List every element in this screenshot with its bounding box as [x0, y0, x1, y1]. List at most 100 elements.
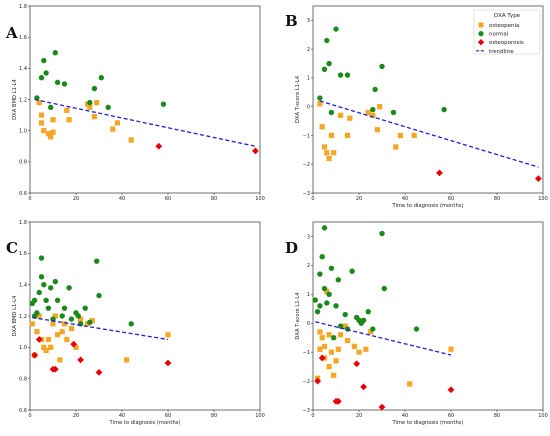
plot-frame	[312, 221, 544, 411]
osteopenia-point	[52, 313, 58, 319]
y-tick-label: 0	[307, 321, 310, 327]
plot-frame	[29, 221, 261, 411]
osteopenia-point	[367, 329, 374, 335]
normal-point	[319, 254, 325, 260]
osteoporosis-point	[535, 175, 542, 183]
osteopenia-point	[64, 107, 70, 114]
x-tick-label: 80	[494, 413, 500, 419]
y-tick-label: 1.6	[19, 251, 27, 257]
osteopenia-point	[351, 343, 357, 349]
normal-point	[61, 305, 68, 311]
y-tick-label: 3	[307, 234, 310, 240]
osteopenia-point	[114, 120, 120, 126]
x-tick-label: 60	[448, 196, 454, 202]
y-tick-label: 2	[307, 47, 310, 53]
y-tick-label: −2	[303, 379, 310, 385]
normal-point	[34, 310, 40, 316]
normal-point	[41, 57, 47, 64]
osteoporosis-point	[447, 386, 455, 394]
osteopenia-point	[370, 112, 376, 118]
normal-point	[331, 334, 337, 341]
normal-point	[31, 297, 38, 304]
osteopenia-point	[324, 150, 330, 156]
osteoporosis-point	[95, 369, 103, 376]
normal-point	[68, 316, 75, 322]
osteopenia-point	[48, 344, 54, 350]
normal-point	[52, 50, 58, 56]
osteopenia-point	[64, 336, 70, 343]
legend-label: normal	[489, 32, 509, 38]
osteoporosis-point	[314, 377, 321, 385]
legend-label: osteopenia	[489, 23, 519, 29]
osteopenia-point	[317, 346, 323, 352]
osteoporosis-point	[378, 403, 386, 411]
panel-label: A	[5, 24, 18, 42]
normal-point	[365, 308, 371, 315]
osteopenia-point	[333, 358, 339, 364]
osteopenia-point	[78, 316, 84, 322]
normal-point	[349, 268, 355, 274]
y-tick-label: 1.8	[19, 4, 27, 10]
osteopenia-point	[38, 120, 45, 126]
panel-label: B	[285, 12, 298, 30]
normal-point	[98, 74, 105, 81]
normal-point	[48, 285, 54, 291]
normal-point	[43, 70, 49, 76]
osteopenia-point	[319, 335, 325, 341]
normal-point	[342, 311, 348, 318]
normal-point	[314, 308, 321, 315]
osteopenia-point	[335, 346, 341, 352]
normal-point	[335, 277, 341, 283]
osteopenia-point	[128, 137, 134, 143]
osteopenia-point	[328, 132, 334, 139]
osteoporosis-point	[164, 359, 172, 367]
osteopenia-point	[317, 101, 323, 107]
osteopenia-point	[321, 343, 328, 349]
trendline	[319, 100, 539, 168]
legend-label: osteoporosis	[489, 40, 524, 46]
osteopenia-point	[41, 128, 47, 134]
osteopenia-point	[344, 132, 351, 139]
x-tick-label: 80	[494, 196, 500, 202]
normal-point	[333, 26, 339, 32]
legend: DXA Type osteopenia normal osteoporosis tren…	[473, 9, 541, 55]
y-tick-label: 0.8	[19, 376, 27, 382]
y-tick-label: 1	[307, 292, 310, 298]
osteopenia-point	[66, 117, 72, 123]
normal-point	[105, 104, 111, 110]
osteopenia-point	[356, 349, 362, 355]
legend-title: DXA Type	[494, 13, 521, 19]
x-tick-label: 60	[165, 413, 171, 419]
normal-point	[317, 303, 323, 309]
y-tick-label: 1.6	[19, 35, 27, 41]
osteoporosis-point	[360, 383, 367, 391]
y-tick-label: 1.4	[19, 66, 27, 72]
normal-point	[326, 60, 332, 67]
normal-point	[43, 297, 49, 304]
x-tick-label: 20	[73, 413, 79, 419]
normal-point	[381, 285, 387, 292]
panel-a: 0 20 40 60 80 100 0.6 0.8 1.0 1.2 1.4 1.6 1.8 DXA BMD…	[5, 4, 265, 202]
y-tick-label: 2	[307, 263, 310, 269]
osteoporosis-point	[31, 351, 38, 359]
osteopenia-point	[397, 132, 403, 139]
y-axis-label: DXA BMD L1-L4	[12, 78, 18, 119]
normal-point	[41, 281, 47, 288]
osteopenia-point	[365, 109, 371, 116]
x-axis-label: Time to diagnosis (months)	[109, 420, 181, 426]
osteopenia-point	[319, 124, 325, 130]
osteopenia-point	[326, 364, 332, 370]
osteopenia-point	[73, 344, 79, 350]
osteopenia-point	[363, 346, 369, 352]
trendline	[34, 98, 256, 147]
y-tick-label: −1	[303, 133, 310, 139]
osteopenia-point	[124, 357, 130, 363]
y-tick-label: 0.6	[19, 408, 27, 414]
y-tick-label: −1	[303, 350, 310, 356]
normal-point	[48, 104, 54, 110]
normal-point	[66, 285, 72, 291]
osteopenia-point	[41, 344, 47, 350]
osteopenia-point	[317, 329, 323, 335]
panel-label: D	[285, 239, 298, 257]
